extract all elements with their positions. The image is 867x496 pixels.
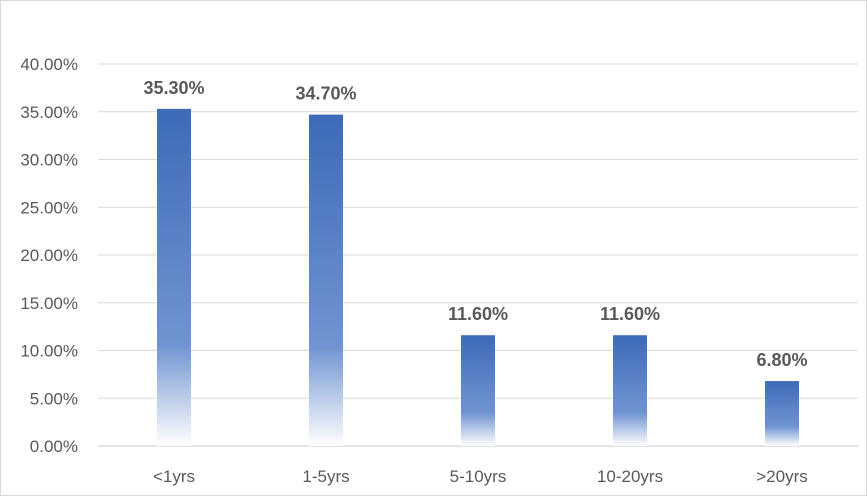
- x-tick-label: 1-5yrs: [302, 467, 349, 486]
- data-label: 11.60%: [448, 304, 508, 324]
- bar-5-10yrs: [461, 335, 495, 446]
- bars: [157, 108, 799, 447]
- y-tick-label: 15.00%: [20, 294, 78, 313]
- x-tick-label: 5-10yrs: [450, 467, 507, 486]
- gridlines: [98, 63, 858, 447]
- bar-10-20yrs: [613, 335, 647, 446]
- y-tick-label: 10.00%: [20, 342, 78, 361]
- y-tick-label: 30.00%: [20, 151, 78, 170]
- bar->20yrs: [765, 381, 799, 446]
- y-tick-label: 0.00%: [30, 437, 78, 456]
- bar-1-5yrs: [309, 114, 343, 447]
- bar-<1yrs: [157, 108, 191, 446]
- x-tick-label: 10-20yrs: [597, 467, 663, 486]
- y-tick-label: 40.00%: [20, 55, 78, 74]
- y-tick-label: 25.00%: [20, 198, 78, 217]
- x-tick-label: >20yrs: [756, 467, 808, 486]
- data-label: 34.70%: [295, 84, 356, 104]
- x-axis-category-labels: <1yrs 1-5yrs 5-10yrs 10-20yrs >20yrs: [153, 467, 808, 486]
- data-label: 6.80%: [756, 350, 807, 370]
- data-labels: 35.30% 34.70% 11.60% 11.60% 6.80%: [143, 78, 807, 370]
- y-tick-label: 35.00%: [20, 103, 78, 122]
- data-label: 11.60%: [600, 304, 660, 324]
- data-label: 35.30%: [143, 78, 204, 98]
- y-axis-tick-labels: 0.00% 5.00% 10.00% 15.00% 20.00% 25.00% 30.00%…: [20, 55, 78, 456]
- x-tick-label: <1yrs: [153, 467, 195, 486]
- y-tick-label: 5.00%: [30, 389, 78, 408]
- y-tick-label: 20.00%: [20, 246, 78, 265]
